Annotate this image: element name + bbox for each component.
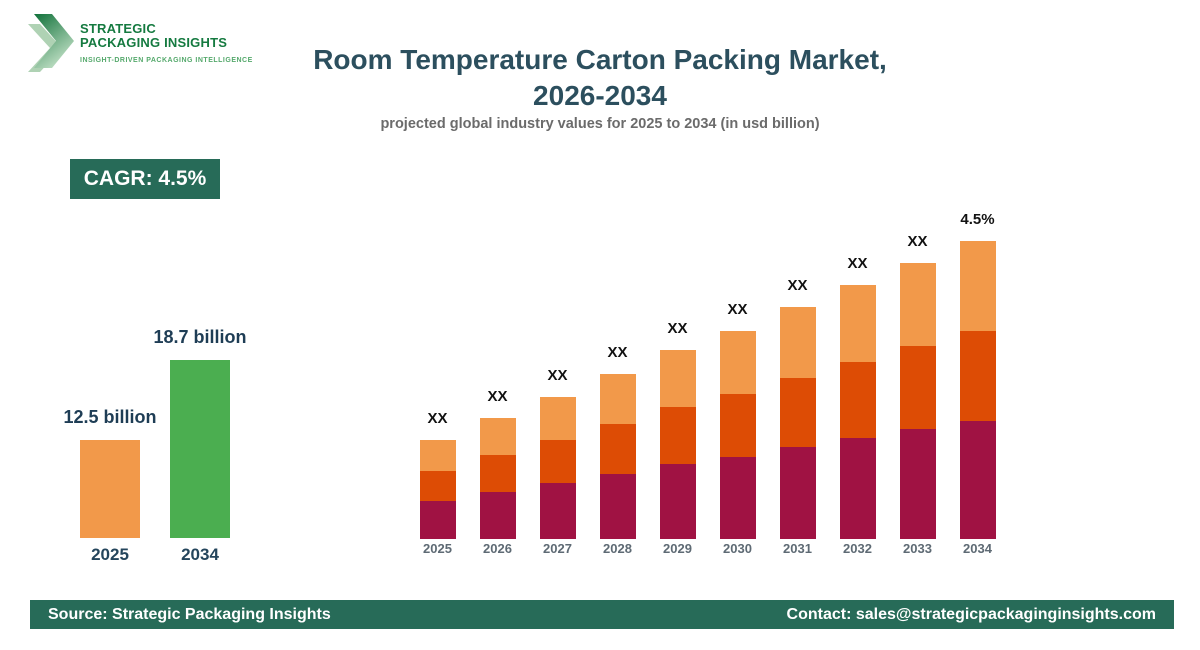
- stacked-bar-year-2029: 2029: [663, 541, 692, 556]
- stacked-bar-year-2032: 2032: [843, 541, 872, 556]
- stacked-bar-2028-segment-middle: [599, 424, 636, 474]
- stacked-bar-year-2034: 2034: [963, 541, 992, 556]
- logo-tagline: INSIGHT-DRIVEN PACKAGING INTELLIGENCE: [80, 57, 253, 64]
- stacked-bar-year-2028: 2028: [603, 541, 632, 556]
- mini-bar-value-2025: 12.5 billion: [63, 407, 157, 427]
- footer-bar: Source: Strategic Packaging Insights Con…: [30, 600, 1174, 629]
- footer-source: Source: Strategic Packaging Insights: [48, 605, 331, 623]
- stacked-bar-label-2027: XX: [547, 367, 568, 384]
- stacked-bar-2031-segment-top: [779, 307, 816, 378]
- mini-bar-2025: [80, 440, 140, 538]
- mini-bar-year-2025: 2025: [91, 545, 129, 564]
- stacked-bar-2033-segment-top: [899, 263, 936, 346]
- stacked-bar-2033-segment-middle: [899, 346, 936, 429]
- logo: STRATEGIC PACKAGING INSIGHTS INSIGHT-DRI…: [28, 14, 253, 72]
- stacked-bar-2032-segment-bottom: [839, 438, 876, 539]
- logo-text: STRATEGIC PACKAGING INSIGHTS INSIGHT-DRI…: [80, 14, 253, 65]
- stacked-bar-2027-segment-bottom: [539, 483, 576, 539]
- stacked-bar-2030-segment-top: [719, 331, 756, 394]
- stacked-bar-2027-segment-middle: [539, 440, 576, 483]
- logo-chevron-icon: [28, 14, 74, 72]
- stacked-bar-label-2033: XX: [907, 233, 928, 250]
- page-title-line1: Room Temperature Carton Packing Market,: [313, 44, 887, 75]
- stacked-bar-year-2025: 2025: [423, 541, 452, 556]
- stacked-bar-2031-segment-bottom: [779, 447, 816, 539]
- stacked-bar-2026-segment-middle: [479, 455, 516, 492]
- stacked-bar-year-2030: 2030: [723, 541, 752, 556]
- stacked-bar-2026-segment-top: [479, 418, 516, 455]
- stacked-bar-label-2030: XX: [727, 301, 748, 318]
- stacked-bar-2027-segment-top: [539, 397, 576, 440]
- stacked-bar-label-2032: XX: [847, 255, 868, 272]
- stacked-bar-year-2027: 2027: [543, 541, 572, 556]
- stacked-bar-2033-segment-bottom: [899, 429, 936, 539]
- stacked-bar-2028-segment-bottom: [599, 474, 636, 539]
- stacked-bar-2030-segment-middle: [719, 394, 756, 457]
- stacked-bar-2025-segment-top: [419, 440, 456, 471]
- stacked-bar-2034-segment-bottom: [959, 421, 996, 539]
- stacked-bar-2025-segment-bottom: [419, 501, 456, 539]
- stacked-bar-2032-segment-top: [839, 285, 876, 362]
- stacked-bar-year-2026: 2026: [483, 541, 512, 556]
- stacked-bar-2029-segment-bottom: [659, 464, 696, 539]
- stacked-bar-2032-segment-middle: [839, 362, 876, 438]
- stacked-bar-2031-segment-middle: [779, 378, 816, 447]
- footer-contact: Contact: sales@strategicpackaginginsight…: [786, 605, 1156, 623]
- stacked-bar-2034-segment-middle: [959, 331, 996, 421]
- stacked-bar-label-2026: XX: [487, 388, 508, 405]
- page-title-line2: 2026-2034: [533, 80, 667, 111]
- stacked-bar-year-2031: 2031: [783, 541, 812, 556]
- stacked-bar-2030-segment-bottom: [719, 457, 756, 539]
- stacked-bar-2029-segment-top: [659, 350, 696, 407]
- stacked-bar-year-2033: 2033: [903, 541, 932, 556]
- stacked-bar-label-2031: XX: [787, 277, 808, 294]
- mini-bar-value-2034: 18.7 billion: [153, 327, 247, 347]
- stacked-bar-label-2034: 4.5%: [960, 211, 995, 228]
- mini-bar-2034: [170, 360, 230, 538]
- stacked-bar-label-2029: XX: [667, 320, 688, 337]
- stacked-bar-label-2025: XX: [427, 410, 448, 427]
- page-title: Room Temperature Carton Packing Market, …: [0, 42, 1200, 114]
- logo-name-line1: STRATEGIC: [80, 21, 156, 36]
- stacked-bar-2026-segment-bottom: [479, 492, 516, 539]
- page-subtitle: projected global industry values for 202…: [380, 116, 820, 132]
- logo-name-line2: PACKAGING INSIGHTS: [80, 35, 228, 50]
- stacked-bar-2034-segment-top: [959, 241, 996, 331]
- stacked-bar-2025-segment-middle: [419, 471, 456, 501]
- cagr-badge: CAGR: 4.5%: [70, 159, 220, 199]
- mini-bar-year-2034: 2034: [181, 545, 219, 564]
- stacked-bar-2028-segment-top: [599, 374, 636, 424]
- stacked-bar-label-2028: XX: [607, 344, 628, 361]
- stacked-bar-2029-segment-middle: [659, 407, 696, 464]
